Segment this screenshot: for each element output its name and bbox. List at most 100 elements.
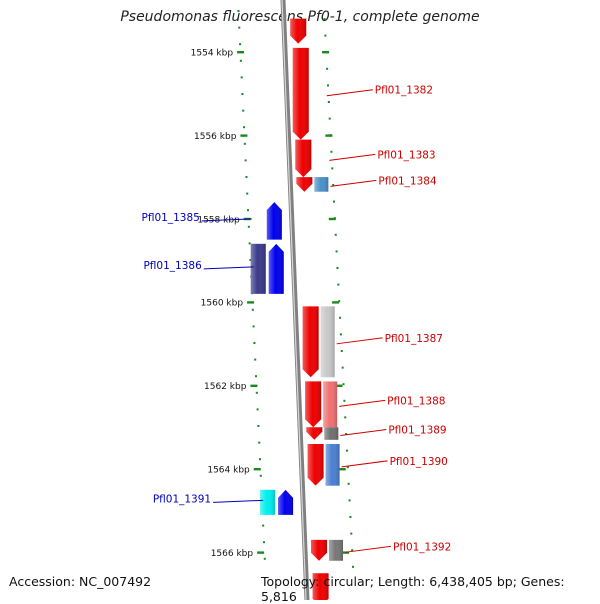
- gene-label[interactable]: Pfl01_1383: [377, 149, 435, 161]
- forward-gene-arrow: [306, 427, 323, 440]
- inner-guide-dot: [254, 358, 257, 361]
- gene-label[interactable]: Pfl01_1382: [375, 85, 433, 97]
- inner-guide-dot: [247, 225, 250, 228]
- gene-label-leader: [339, 399, 386, 407]
- inner-guide-dot: [238, 26, 241, 29]
- gene-label-leader: [341, 460, 388, 468]
- accession-text: Accession: NC_007492: [9, 574, 152, 589]
- outer-guide-dot: [336, 267, 339, 269]
- inner-guide-dot: [258, 441, 261, 444]
- forward-gene-arrow: [312, 573, 329, 600]
- tick-label: 1556 kbp: [194, 132, 237, 142]
- gene-annotation-block: [324, 427, 339, 440]
- outer-guide-dot: [323, 18, 326, 20]
- inner-guide-dot: [240, 76, 243, 79]
- inner-guide-dot: [248, 242, 251, 245]
- gene-annotation-block: [325, 443, 340, 486]
- outer-guide-dot: [339, 333, 342, 336]
- inner-guide-dot: [262, 541, 265, 544]
- outer-guide-dot: [345, 433, 348, 435]
- gene-annotation-block: [260, 489, 276, 515]
- inner-guide-dot: [262, 524, 265, 527]
- inner-guide-dot: [241, 93, 244, 95]
- tick-mark: [237, 51, 245, 54]
- outer-guide-dot: [338, 300, 341, 303]
- forward-gene-arrow: [307, 443, 324, 486]
- inner-guide-dot: [257, 425, 260, 427]
- tick-mark: [250, 384, 258, 387]
- inner-guide-dot: [252, 325, 255, 328]
- inner-guide-dot: [259, 474, 262, 477]
- tick-mark: [253, 468, 261, 471]
- inner-guide-dot: [243, 126, 246, 129]
- tick-label: 1564 kbp: [207, 466, 250, 476]
- gene-label-leader: [340, 429, 387, 437]
- inner-guide-dot: [239, 43, 242, 46]
- gene-label[interactable]: Pfl01_1389: [388, 425, 446, 437]
- forward-gene-arrow: [311, 539, 328, 561]
- inner-guide-dot: [249, 259, 252, 261]
- outer-guide-dot: [330, 150, 333, 153]
- outer-guide-dot: [351, 549, 354, 552]
- outer-guide-dot: [349, 516, 352, 518]
- tick-label: 1566 kbp: [211, 549, 254, 559]
- outer-guide-dot: [331, 167, 334, 170]
- inner-guide-dot: [237, 10, 240, 12]
- tick-mark: [240, 134, 248, 137]
- gene-label-leader: [330, 179, 377, 187]
- forward-gene-arrow: [305, 381, 322, 428]
- inner-guide-dot: [239, 59, 242, 62]
- outer-tick-mark: [332, 301, 340, 304]
- gene-label-leader: [203, 266, 254, 270]
- gene-label[interactable]: Pfl01_1392: [393, 541, 451, 553]
- outer-tick-mark: [325, 134, 333, 137]
- tick-label: 1562 kbp: [204, 382, 247, 392]
- gene-label[interactable]: Pfl01_1390: [390, 456, 448, 468]
- tick-label: 1554 kbp: [191, 49, 234, 59]
- inner-guide-dot: [243, 142, 246, 145]
- gene-label[interactable]: Pfl01_1384: [378, 175, 437, 187]
- tick-mark: [247, 301, 255, 304]
- outer-guide-dot: [332, 184, 335, 186]
- gene-annotation-block: [323, 381, 338, 428]
- reverse-gene-arrow: [268, 243, 284, 294]
- genome-backbone: [280, 0, 310, 600]
- forward-gene-arrow: [302, 306, 319, 378]
- outer-guide-dot: [327, 101, 330, 103]
- gene-label[interactable]: Pfl01_1387: [385, 333, 443, 345]
- outer-tick-mark: [338, 468, 346, 471]
- outer-guide-dot: [333, 200, 336, 203]
- tick-mark: [257, 551, 265, 554]
- outer-guide-dot: [341, 366, 344, 369]
- inner-guide-dot: [263, 557, 266, 560]
- inner-guide-dot: [258, 458, 261, 461]
- gene-label-leader: [326, 89, 373, 97]
- outer-guide-dot: [352, 565, 355, 568]
- reverse-gene-arrow: [278, 489, 294, 515]
- gene-label-leader: [336, 337, 383, 345]
- inner-guide-dot: [255, 391, 258, 394]
- outer-guide-dot: [342, 383, 345, 386]
- gene-label[interactable]: Pfl01_1388: [387, 395, 445, 407]
- gene-features: [250, 18, 344, 600]
- forward-gene-arrow: [290, 18, 307, 44]
- gene-label[interactable]: Pfl01_1385: [142, 212, 200, 224]
- forward-gene-arrow: [292, 47, 309, 140]
- outer-guide-dot: [343, 399, 346, 402]
- outer-guide-dot: [326, 67, 329, 70]
- outer-guide-dot: [344, 416, 347, 419]
- inner-guide-dot: [247, 209, 250, 212]
- gene-annotation-block: [250, 243, 266, 294]
- outer-guide-dot: [324, 34, 327, 37]
- outer-guide-dot: [347, 482, 350, 485]
- gene-labels: Pfl01_1382 Pfl01_1383 Pfl01_1384 Pfl01_1385…: [142, 85, 452, 554]
- forward-gene-arrow: [295, 139, 312, 178]
- map-title: Pseudomonas fluorescens Pf0-1, complete …: [120, 9, 480, 25]
- outer-tick-mark: [335, 384, 343, 387]
- gene-label[interactable]: Pfl01_1386: [143, 260, 202, 272]
- gene-label-leader: [201, 218, 252, 222]
- gene-label[interactable]: Pfl01_1391: [153, 493, 211, 505]
- outer-guide-dot: [334, 233, 337, 236]
